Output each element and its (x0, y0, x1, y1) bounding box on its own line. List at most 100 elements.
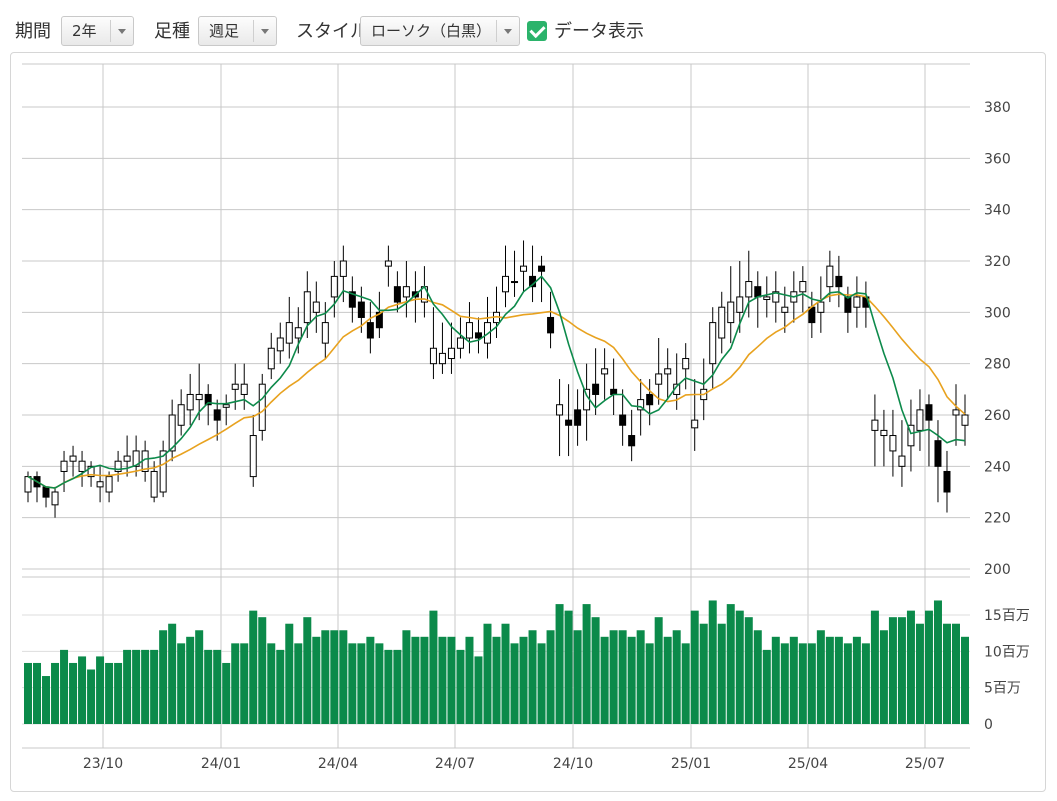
volume-bar (537, 643, 546, 724)
candle-up (664, 368, 672, 375)
candle-up (502, 275, 510, 293)
candle-up (817, 301, 825, 313)
x-tick-label: 25/07 (905, 756, 945, 772)
period-label: 期間 (15, 21, 51, 42)
candle-down (835, 275, 843, 288)
style-select[interactable]: ローソク（白黒） (360, 16, 520, 46)
volume-bar (186, 636, 195, 724)
volume-bar (735, 610, 744, 724)
volume-bar (501, 623, 510, 724)
style-label: スタイル (296, 21, 368, 42)
volume-bar (429, 610, 438, 724)
volume-bar (87, 669, 96, 724)
y-tick-label: 300 (984, 305, 1011, 321)
volume-bar (330, 630, 339, 724)
volume-tick-label: 15百万 (984, 608, 1030, 624)
candle-up (655, 373, 663, 385)
volume-bar (258, 617, 267, 724)
volume-bar (780, 643, 789, 724)
volume-bar (195, 630, 204, 724)
volume-bar (852, 636, 861, 724)
candle-up (402, 286, 410, 298)
candle-down (213, 409, 221, 421)
candle-up (907, 424, 915, 447)
x-tick-label: 24/07 (435, 756, 475, 772)
volume-bar (96, 656, 105, 724)
chevron-down-icon (110, 20, 133, 42)
candle-up (186, 393, 194, 411)
volume-bar (456, 649, 465, 724)
volume-bar (492, 636, 501, 724)
volume-bar (483, 623, 492, 724)
volume-bar (60, 649, 69, 724)
volume-bar (78, 656, 87, 724)
candle-up (285, 322, 293, 344)
interval-select-value: 週足 (209, 22, 240, 40)
volume-bar (348, 643, 357, 724)
candle-up (772, 291, 780, 303)
candle-up (60, 460, 68, 472)
volume-bar (888, 617, 897, 724)
candle-up (916, 409, 924, 431)
candle-up (520, 265, 528, 272)
x-tick-label: 25/04 (788, 756, 828, 772)
toolbar: 期間 2年 足種 週足 スタイル ローソク（白黒） データ表示 (0, 0, 1057, 62)
volume-bar (672, 630, 681, 724)
y-tick-label: 200 (984, 562, 1011, 578)
candle-up (231, 383, 239, 390)
volume-bar (573, 630, 582, 724)
candle-up (267, 347, 275, 370)
candle-up (682, 358, 690, 370)
candle-down (547, 316, 555, 334)
volume-bar (294, 643, 303, 724)
chart-panel (10, 52, 1046, 792)
volume-bar (654, 617, 663, 724)
candle-up (889, 435, 897, 452)
candle-up (78, 460, 86, 472)
candle-up (240, 383, 248, 395)
candle-up (105, 476, 113, 493)
interval-select[interactable]: 週足 (198, 16, 277, 46)
x-tick-label: 23/10 (83, 756, 123, 772)
candle-up (763, 296, 771, 300)
candle-down (592, 383, 600, 395)
volume-bar (861, 643, 870, 724)
volume-bar (609, 630, 618, 724)
volume-bar (961, 636, 969, 724)
y-tick-label: 240 (984, 459, 1011, 475)
period-select[interactable]: 2年 (61, 16, 134, 46)
volume-bar (906, 610, 915, 724)
candle-up (330, 275, 338, 298)
volume-bar (267, 643, 276, 724)
volume-bar (303, 617, 312, 724)
candle-up (159, 450, 167, 493)
volume-bar (897, 617, 906, 724)
volume-bar (51, 662, 60, 724)
volume-bar (825, 636, 834, 724)
y-tick-label: 360 (984, 151, 1011, 167)
candle-up (24, 476, 32, 493)
volume-bar (771, 636, 780, 724)
chevron-down-icon (496, 20, 519, 42)
candle-up (718, 306, 726, 339)
volume-bar (933, 600, 942, 724)
volume-bar (528, 630, 537, 724)
candle-up (429, 347, 437, 365)
candle-up (294, 327, 302, 339)
volume-bar (42, 676, 51, 724)
candle-up (438, 352, 446, 365)
volume-bar (420, 636, 429, 724)
volume-bar (591, 617, 600, 724)
y-tick-label: 380 (984, 100, 1011, 116)
candle-down (646, 393, 654, 406)
candle-up (258, 383, 266, 431)
x-tick-label: 24/10 (553, 756, 593, 772)
volume-bar (951, 623, 960, 724)
candle-down (393, 286, 401, 303)
volume-bar (240, 643, 249, 724)
show-data-checkbox[interactable] (527, 21, 547, 41)
volume-bar (681, 643, 690, 724)
y-tick-label: 340 (984, 203, 1011, 219)
y-tick-label: 320 (984, 254, 1011, 270)
